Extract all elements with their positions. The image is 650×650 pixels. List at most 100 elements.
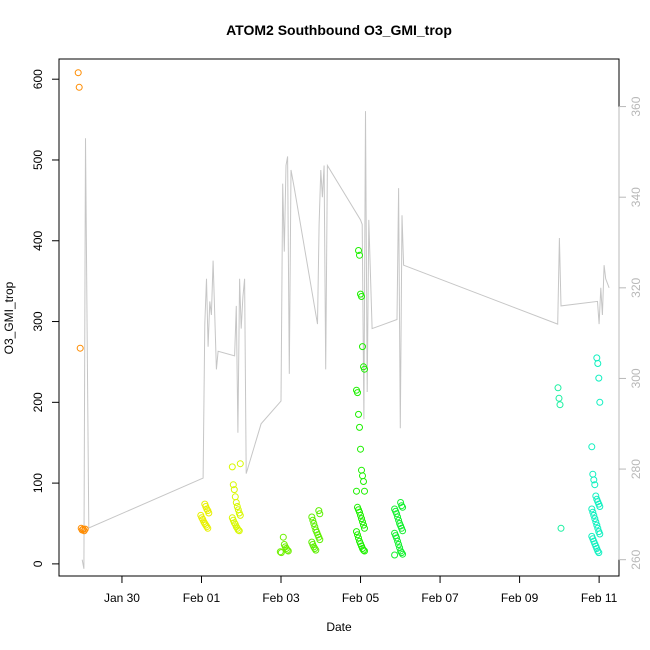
chart-title: ATOM2 Southbound O3_GMI_trop	[226, 22, 452, 38]
data-point	[595, 374, 603, 382]
x-axis-label: Date	[326, 620, 352, 634]
data-point	[356, 508, 363, 516]
data-point	[399, 527, 407, 535]
data-point	[589, 470, 597, 478]
data-point	[555, 394, 563, 402]
data-point	[277, 549, 285, 557]
y-tick-label: 200	[31, 392, 45, 412]
data-point	[203, 505, 211, 513]
data-point	[596, 503, 604, 510]
y-axis-label: O3_GMI_trop	[2, 281, 16, 354]
data-point	[310, 520, 318, 527]
y-tick-label: 500	[31, 150, 45, 170]
data-point	[356, 251, 363, 259]
data-point	[591, 481, 599, 489]
data-point	[205, 509, 213, 517]
data-point	[556, 401, 564, 409]
data-point	[358, 515, 365, 523]
data-point	[354, 531, 361, 539]
data-point	[359, 343, 366, 351]
data-point	[358, 293, 365, 300]
x-axis: Jan 30 Feb 01 Feb 03 Feb 05 Feb 07 Feb 09 Feb …	[104, 575, 618, 605]
x-tick-label: Feb 07	[421, 591, 459, 605]
data-point	[557, 524, 565, 532]
data-point	[354, 389, 361, 397]
data-point	[361, 365, 368, 373]
y-tick-label: 300	[31, 311, 45, 331]
data-point	[359, 518, 366, 526]
data-point	[353, 487, 360, 495]
data-point	[593, 354, 601, 362]
data-point	[236, 511, 244, 519]
data-point	[394, 513, 402, 521]
data-point	[393, 510, 401, 518]
data-point	[79, 525, 87, 533]
y-tick-label: 400	[31, 230, 45, 250]
data-point	[355, 410, 362, 418]
data-point	[228, 463, 236, 471]
x-tick-label: Feb 09	[501, 591, 539, 605]
data-point	[398, 549, 406, 557]
data-point	[399, 550, 407, 558]
data-point	[76, 344, 84, 352]
data-point	[592, 518, 600, 526]
secondary-series-layer	[81, 111, 610, 569]
x-tick-label: Jan 30	[104, 591, 140, 605]
data-point	[594, 547, 602, 555]
data-point	[590, 476, 598, 484]
y2-tick-label: 360	[629, 96, 643, 116]
data-point	[394, 537, 402, 545]
data-point	[590, 511, 598, 519]
data-point	[75, 83, 83, 91]
data-point	[283, 546, 291, 554]
data-point	[360, 546, 367, 554]
data-point	[361, 487, 368, 495]
data-point	[360, 521, 367, 529]
data-point	[229, 481, 237, 489]
data-point	[393, 534, 401, 542]
data-point	[588, 443, 596, 451]
y2-axis: 260 280 300 320 340 360	[618, 96, 643, 570]
data-point	[358, 466, 365, 474]
data-point	[198, 514, 206, 522]
data-point	[74, 69, 82, 77]
data-point	[309, 516, 317, 524]
data-point	[233, 503, 241, 510]
data-point	[595, 549, 603, 557]
data-point	[591, 515, 599, 523]
data-point	[356, 423, 363, 431]
y-tick-label: 100	[31, 473, 45, 493]
data-point	[357, 511, 364, 519]
data-point	[231, 493, 239, 501]
data-point	[399, 503, 407, 511]
data-point	[81, 525, 89, 533]
data-point	[204, 524, 212, 532]
data-point	[357, 445, 364, 453]
plot-frame	[58, 58, 620, 577]
secondary-series-line	[81, 111, 610, 569]
data-point	[234, 526, 242, 534]
y-tick-label: 600	[31, 69, 45, 89]
data-point	[315, 507, 323, 515]
data-point	[596, 398, 604, 406]
data-point	[276, 548, 284, 556]
x-tick-label: Feb 03	[262, 591, 300, 605]
data-point	[398, 502, 406, 510]
y-tick-label: 0	[31, 560, 45, 567]
data-point	[593, 521, 601, 529]
y2-tick-label: 260	[629, 549, 643, 569]
data-point	[311, 545, 319, 552]
data-point	[236, 460, 244, 468]
data-point	[284, 547, 292, 555]
x-tick-label: Feb 11	[581, 591, 618, 605]
data-point	[359, 472, 366, 480]
points-layer	[74, 69, 604, 559]
data-point	[355, 247, 362, 254]
data-point	[316, 536, 324, 544]
data-point	[353, 528, 360, 536]
data-point	[316, 510, 324, 518]
data-point	[235, 527, 243, 535]
y2-tick-label: 300	[629, 368, 643, 388]
y-axis: 0 100 200 300 400 500 600	[31, 69, 60, 567]
